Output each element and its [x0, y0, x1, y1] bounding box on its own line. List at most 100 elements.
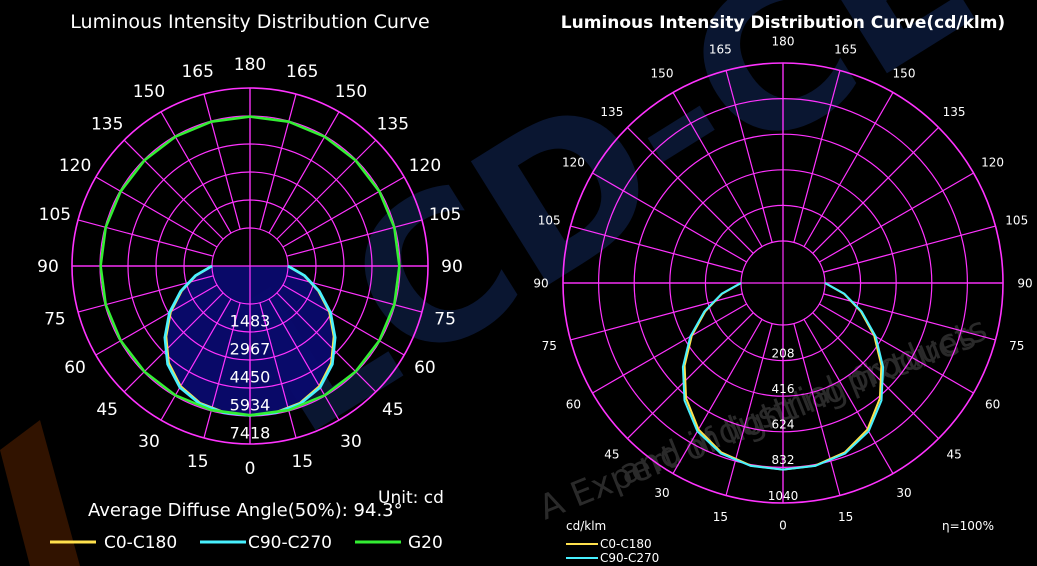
- radial-tick-label-2967: 2967: [230, 339, 271, 358]
- grid-spoke-30: [268, 298, 340, 421]
- angle-label-left-60: 60: [566, 397, 581, 411]
- angle-label-right-75: 75: [434, 309, 456, 329]
- angle-label-left-45: 45: [604, 447, 619, 461]
- left-chart: Luminous Intensity Distribution Curve 18…: [37, 11, 463, 553]
- legend-label-g20: G20: [408, 533, 443, 553]
- legend-label-c0-c180: C0-C180: [600, 537, 652, 551]
- angle-label-right-60: 60: [414, 358, 436, 378]
- left-chart-series: [99, 115, 401, 417]
- radial-tick-label-1040: 1040: [768, 489, 799, 503]
- grid-spoke-300: [95, 284, 218, 356]
- angle-label-right-45: 45: [382, 400, 404, 420]
- angle-label-left-165: 165: [709, 43, 732, 57]
- grid-spoke-210: [672, 92, 763, 247]
- angle-label-right-90: 90: [441, 257, 463, 277]
- grid-spoke-165: [793, 70, 841, 243]
- grid-spoke-120: [282, 176, 405, 248]
- angle-label-left-120: 120: [59, 156, 91, 176]
- radial-tick-label-5934: 5934: [230, 395, 271, 414]
- left-chart-legend: C0-C180 C90-C270 G20: [50, 533, 443, 553]
- grid-spoke-225: [123, 139, 224, 240]
- angle-label-left-0: 0: [245, 459, 256, 479]
- grid-spoke-225: [627, 127, 754, 254]
- grid-spoke-315: [627, 312, 754, 439]
- left-chart-title: Luminous Intensity Distribution Curve: [70, 11, 429, 33]
- left-chart-unit-label: Unit: cd: [378, 488, 444, 508]
- angle-label-left-120: 120: [562, 155, 585, 169]
- grid-spoke-135: [812, 127, 939, 254]
- angle-label-left-135: 135: [91, 114, 123, 134]
- angle-label-right-165: 165: [286, 62, 318, 82]
- angle-label-left-15: 15: [187, 452, 209, 472]
- angle-label-right-60: 60: [985, 397, 1000, 411]
- grid-spoke-30: [803, 319, 894, 474]
- right-chart-title: Luminous Intensity Distribution Curve(cd…: [561, 13, 1005, 33]
- radial-tick-label-832: 832: [772, 453, 795, 467]
- grid-spoke-15: [793, 323, 841, 496]
- radial-tick-label-624: 624: [772, 418, 795, 432]
- angle-label-left-75: 75: [44, 309, 66, 329]
- angle-label-right-135: 135: [943, 105, 966, 119]
- right-chart-legend: C0-C180 C90-C270: [566, 537, 659, 565]
- angle-label-left-30: 30: [138, 432, 160, 452]
- grid-spoke-210: [160, 111, 232, 234]
- grid-spoke-45: [812, 312, 939, 439]
- grid-spoke-240: [592, 172, 747, 263]
- angle-label-left-15: 15: [713, 510, 728, 524]
- grid-spoke-60: [819, 303, 974, 394]
- series-curve-c90-c270: [681, 282, 885, 471]
- angle-label-left-135: 135: [600, 105, 623, 119]
- grid-spoke-60: [282, 284, 405, 356]
- angle-label-left-180: 180: [772, 34, 795, 48]
- series-curve-g20: [99, 115, 401, 417]
- angle-label-left-60: 60: [64, 358, 86, 378]
- grid-spoke-150: [803, 92, 894, 247]
- angle-label-right-75: 75: [1009, 339, 1024, 353]
- angle-label-right-150: 150: [335, 82, 367, 102]
- angle-label-left-150: 150: [651, 67, 674, 81]
- grid-spoke-345: [725, 323, 773, 496]
- radial-tick-label-4450: 4450: [230, 367, 271, 386]
- legend-label-c0-c180: C0-C180: [104, 533, 177, 553]
- right-chart-unit-label: cd/klm: [566, 519, 606, 533]
- angle-label-right-15: 15: [291, 452, 313, 472]
- left-chart-footer: Average Diffuse Angle(50%): 94.3°: [88, 500, 403, 521]
- angle-label-right-90: 90: [1017, 276, 1032, 290]
- radial-tick-label-7418: 7418: [230, 423, 271, 442]
- angle-label-right-45: 45: [946, 447, 961, 461]
- angle-label-left-105: 105: [39, 205, 71, 225]
- angle-label-right-135: 135: [377, 114, 409, 134]
- radial-tick-label-1483: 1483: [230, 311, 271, 330]
- grid-spoke-15: [259, 302, 297, 439]
- angle-label-left-180: 180: [234, 55, 266, 75]
- angle-label-left-45: 45: [96, 400, 118, 420]
- angle-label-left-150: 150: [133, 82, 165, 102]
- angle-label-left-165: 165: [181, 62, 213, 82]
- grid-spoke-330: [160, 298, 232, 421]
- angle-label-left-105: 105: [538, 214, 561, 228]
- legend-label-c90-c270: C90-C270: [600, 551, 659, 565]
- grid-spoke-300: [592, 303, 747, 394]
- grid-spoke-165: [259, 93, 297, 230]
- angle-label-right-120: 120: [409, 156, 441, 176]
- angle-label-right-120: 120: [981, 155, 1004, 169]
- grid-spoke-120: [819, 172, 974, 263]
- radial-tick-label-208: 208: [772, 346, 795, 360]
- grid-spoke-195: [203, 93, 241, 230]
- grid-spoke-330: [672, 319, 763, 474]
- grid-spoke-345: [203, 302, 241, 439]
- angle-label-left-90: 90: [533, 276, 548, 290]
- watermark-slogan-line2: and industrial products: [613, 309, 992, 493]
- watermark-brand: LCD-CE: [202, 0, 1013, 481]
- grid-spoke-255: [570, 225, 743, 273]
- right-chart: Luminous Intensity Distribution Curve(cd…: [533, 13, 1032, 565]
- angle-label-right-105: 105: [429, 205, 461, 225]
- grid-spoke-255: [77, 219, 214, 257]
- grid-spoke-105: [823, 225, 996, 273]
- grid-spoke-105: [286, 219, 423, 257]
- grid-spoke-150: [268, 111, 340, 234]
- grid-spoke-315: [123, 292, 224, 393]
- angle-label-right-165: 165: [834, 43, 857, 57]
